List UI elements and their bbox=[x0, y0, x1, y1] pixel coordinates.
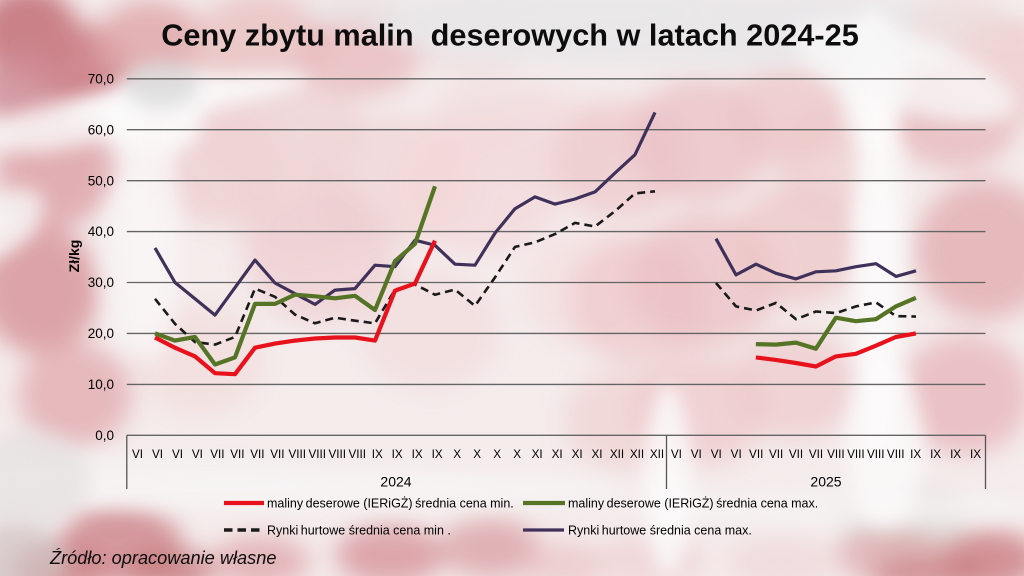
svg-text:IX: IX bbox=[910, 448, 921, 461]
svg-text:XII: XII bbox=[610, 448, 624, 461]
svg-text:70,0: 70,0 bbox=[88, 71, 114, 86]
svg-text:VIII: VIII bbox=[329, 448, 347, 461]
svg-text:VI: VI bbox=[172, 448, 183, 461]
svg-text:IX: IX bbox=[392, 448, 403, 461]
svg-text:IX: IX bbox=[970, 448, 981, 461]
svg-text:XI: XI bbox=[552, 448, 563, 461]
svg-text:VII: VII bbox=[789, 448, 803, 461]
svg-text:40,0: 40,0 bbox=[88, 224, 114, 239]
svg-text:2025: 2025 bbox=[810, 474, 841, 490]
svg-text:X: X bbox=[493, 448, 501, 461]
svg-text:VII: VII bbox=[809, 448, 823, 461]
svg-text:VII: VII bbox=[210, 448, 224, 461]
svg-text:XI: XI bbox=[572, 448, 583, 461]
svg-text:VI: VI bbox=[691, 448, 702, 461]
svg-text:VIII: VIII bbox=[349, 448, 367, 461]
svg-text:2024: 2024 bbox=[380, 474, 411, 490]
svg-text:XI: XI bbox=[591, 448, 602, 461]
svg-text:Zł/kg: Zł/kg bbox=[66, 240, 82, 273]
svg-text:60,0: 60,0 bbox=[88, 122, 114, 137]
svg-text:X: X bbox=[453, 448, 461, 461]
svg-text:VI: VI bbox=[711, 448, 722, 461]
svg-text:VI: VI bbox=[132, 448, 143, 461]
svg-text:XII: XII bbox=[650, 448, 664, 461]
svg-text:VII: VII bbox=[769, 448, 783, 461]
svg-text:maliny deserowe (IERiGŻ) średn: maliny deserowe (IERiGŻ) średnia cena mi… bbox=[267, 497, 514, 511]
svg-text:VIII: VIII bbox=[827, 448, 845, 461]
svg-text:IX: IX bbox=[432, 448, 443, 461]
svg-text:VI: VI bbox=[671, 448, 682, 461]
svg-text:IX: IX bbox=[412, 448, 423, 461]
svg-text:VIII: VIII bbox=[867, 448, 885, 461]
svg-text:X: X bbox=[473, 448, 481, 461]
svg-text:0,0: 0,0 bbox=[95, 428, 114, 443]
svg-text:Rynki hurtowe średnia cena max: Rynki hurtowe średnia cena max. bbox=[568, 524, 752, 538]
svg-text:VII: VII bbox=[250, 448, 264, 461]
svg-text:X: X bbox=[513, 448, 521, 461]
svg-text:VIII: VIII bbox=[847, 448, 865, 461]
svg-text:Rynki hurtowe średnia cena min: Rynki hurtowe średnia cena min . bbox=[267, 524, 451, 538]
svg-text:Źródło: opracowanie własne: Źródło: opracowanie własne bbox=[49, 548, 276, 568]
svg-text:20,0: 20,0 bbox=[88, 326, 114, 341]
svg-text:VI: VI bbox=[152, 448, 163, 461]
svg-text:IX: IX bbox=[372, 448, 383, 461]
svg-text:VII: VII bbox=[749, 448, 763, 461]
svg-text:VI: VI bbox=[731, 448, 742, 461]
svg-text:maliny deserowe (IERiGŻ) średn: maliny deserowe (IERiGŻ) średnia cena ma… bbox=[568, 497, 818, 511]
svg-text:10,0: 10,0 bbox=[88, 377, 114, 392]
svg-text:VIII: VIII bbox=[887, 448, 905, 461]
svg-text:VII: VII bbox=[230, 448, 244, 461]
svg-text:50,0: 50,0 bbox=[88, 173, 114, 188]
svg-text:VI: VI bbox=[192, 448, 203, 461]
svg-text:30,0: 30,0 bbox=[88, 275, 114, 290]
svg-text:VIII: VIII bbox=[289, 448, 307, 461]
svg-text:XII: XII bbox=[630, 448, 644, 461]
svg-text:IX: IX bbox=[950, 448, 961, 461]
svg-text:Ceny zbytu malin deserowych w: Ceny zbytu malin deserowych w latach 202… bbox=[161, 18, 859, 53]
svg-text:VIII: VIII bbox=[309, 448, 327, 461]
svg-text:VII: VII bbox=[270, 448, 284, 461]
svg-text:XI: XI bbox=[532, 448, 543, 461]
svg-text:IX: IX bbox=[930, 448, 941, 461]
